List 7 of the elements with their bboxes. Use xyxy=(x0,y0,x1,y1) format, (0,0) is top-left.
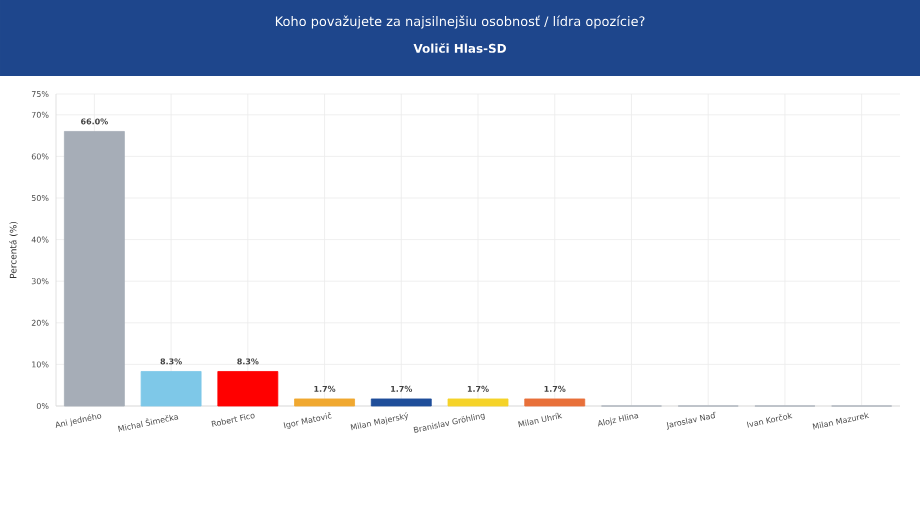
bar xyxy=(370,398,432,407)
bar xyxy=(294,398,355,407)
bar xyxy=(140,371,202,407)
bar xyxy=(63,131,125,407)
bar xyxy=(447,398,509,407)
bar xyxy=(524,398,586,407)
bar xyxy=(217,371,279,407)
